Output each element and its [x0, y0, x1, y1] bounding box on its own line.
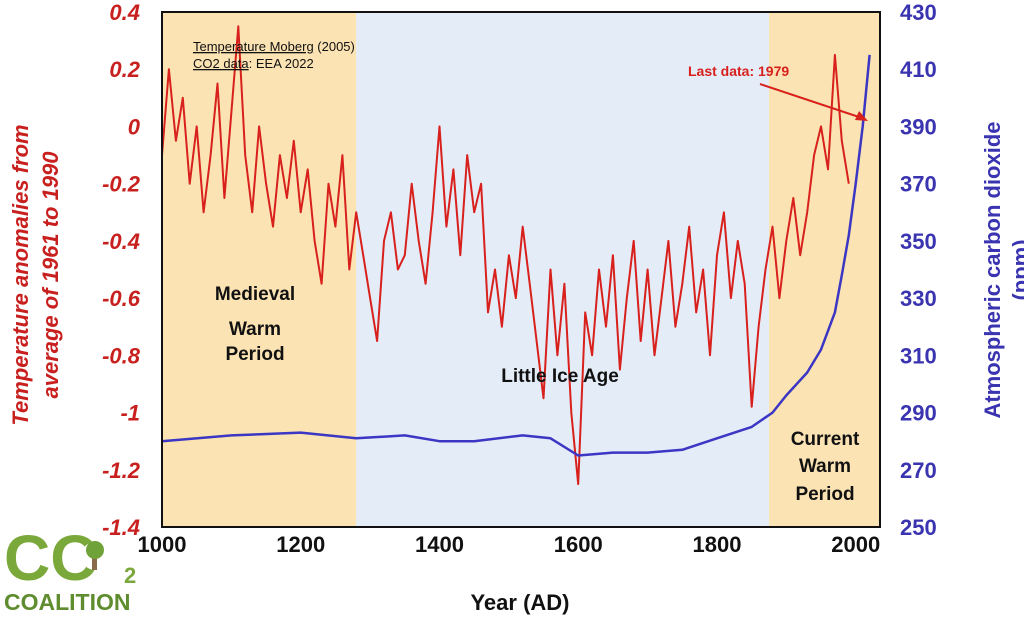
y-left-tick-label: -0.2 — [102, 172, 141, 197]
y-left-tick-label: -0.4 — [102, 229, 140, 254]
period-label: Warm — [799, 456, 851, 477]
y-left-tick-label: -1.4 — [102, 515, 140, 540]
annotation-arrow — [759, 83, 863, 119]
x-axis-label: Year (AD) — [470, 590, 569, 615]
period-label: Period — [225, 344, 284, 365]
y-right-tick-label: 310 — [900, 343, 937, 368]
plot-frame — [161, 11, 881, 528]
period-label: Little Ice Age — [501, 366, 619, 387]
temperature-line — [161, 25, 850, 486]
svg-text:COALITION: COALITION — [4, 589, 131, 615]
y-right-tick-label: 290 — [900, 401, 937, 426]
source-line-temperature: Temperature Moberg (2005) — [193, 39, 355, 54]
period-label: Current — [791, 429, 860, 450]
co2-line — [161, 54, 871, 457]
y-right-tick-label: 350 — [900, 229, 937, 254]
y-right-tick-label: 430 — [900, 0, 937, 25]
tree-icon — [92, 552, 97, 570]
x-tick-label: 1200 — [276, 532, 325, 557]
y-right-tick-label: 270 — [900, 458, 937, 483]
y-right-tick-label: 370 — [900, 172, 937, 197]
x-tick-label: 2000 — [831, 532, 880, 557]
y-left-tick-label: -1 — [120, 401, 140, 426]
period-label: Period — [795, 484, 854, 505]
y-left-tick-label: 0.4 — [109, 0, 140, 25]
y-right-tick-label: 390 — [900, 114, 937, 139]
period-label: Warm — [229, 319, 281, 340]
y-left-tick-label: -0.8 — [102, 343, 141, 368]
logo: CO 2 COALITION — [4, 522, 136, 615]
x-tick-label: 1000 — [138, 532, 187, 557]
y-right-tick-label: 250 — [900, 515, 937, 540]
y-axis-left-label: Temperature anomalies from average of 196… — [8, 124, 63, 425]
y-right-tick-label: 330 — [900, 286, 937, 311]
source-line-co2: CO2 data: EEA 2022 — [193, 56, 314, 71]
period-band — [356, 12, 770, 527]
y-axis-right-label: Atmospheric carbon dioxide (ppm) — [980, 121, 1024, 418]
period-band — [769, 12, 880, 527]
y-right-tick-label: 410 — [900, 57, 937, 82]
y-left-tick-label: -1.2 — [102, 458, 141, 483]
y-left-tick-label: 0.2 — [109, 57, 140, 82]
period-band — [162, 12, 357, 527]
y-left-tick-label: 0 — [128, 114, 141, 139]
y-left-tick-label: -0.6 — [102, 286, 141, 311]
annotation-arrowhead — [855, 111, 868, 121]
x-tick-label: 1600 — [554, 532, 603, 557]
svg-text:2: 2 — [124, 563, 136, 588]
last-data-annotation: Last data: 1979 — [688, 63, 789, 79]
x-tick-label: 1400 — [415, 532, 464, 557]
period-label: Medieval — [215, 284, 295, 305]
x-tick-label: 1800 — [692, 532, 741, 557]
